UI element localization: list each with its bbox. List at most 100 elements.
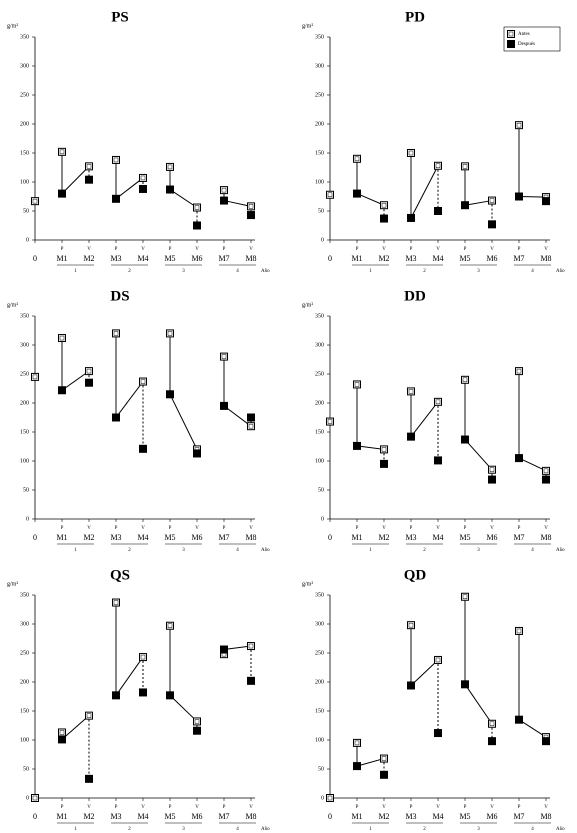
growth-line (169, 189, 198, 208)
season-label: V (436, 526, 440, 531)
antes-marker (461, 162, 469, 171)
y-axis-label: g/m² (302, 302, 313, 308)
antes-marker (247, 422, 255, 431)
y-tick-label: 300 (315, 621, 324, 627)
season-label: V (249, 526, 253, 531)
antes-marker (193, 203, 201, 212)
growth-line (356, 193, 385, 206)
antes-marker-inner (113, 600, 119, 605)
despues-marker (193, 221, 201, 230)
antes-marker-inner (167, 164, 173, 170)
y-tick-label: 250 (315, 371, 324, 377)
despues-marker (112, 194, 120, 203)
group-label: 4 (531, 827, 534, 832)
group-label: 4 (236, 269, 239, 274)
antes-marker (353, 738, 361, 747)
antes-marker-inner (167, 331, 173, 336)
chart-title: PS (111, 9, 129, 25)
antes-marker (461, 375, 469, 384)
antes-marker-inner (59, 149, 65, 155)
y-axis-label: g/m² (302, 23, 313, 29)
x-tick-label: M6 (191, 533, 202, 542)
despues-marker (247, 676, 255, 685)
antes-marker (461, 592, 469, 601)
antes-marker (247, 202, 255, 211)
antes-marker-inner (462, 377, 468, 383)
y-tick-label: 200 (20, 400, 29, 406)
antes-marker-inner (248, 204, 254, 209)
antes-marker (515, 367, 523, 376)
season-label: P (223, 247, 226, 252)
x-tick-label: M2 (83, 533, 94, 542)
season-label: P (518, 247, 521, 252)
despues-marker (58, 189, 66, 198)
y-tick-label: 150 (20, 150, 29, 156)
legend-label: Después (518, 42, 535, 47)
antes-marker-inner (435, 657, 441, 663)
antes-marker (139, 653, 147, 662)
y-tick-label: 350 (315, 313, 324, 319)
despues-marker (112, 691, 120, 700)
antes-marker-inner (32, 374, 38, 380)
y-tick-label: 0 (26, 516, 29, 522)
antes-marker (407, 149, 415, 157)
group-label: 1 (74, 269, 77, 274)
despues-marker (112, 413, 120, 422)
despues-marker (247, 211, 255, 220)
antes-marker-inner (489, 721, 495, 727)
group-label: 2 (128, 548, 131, 553)
antes-marker (85, 367, 93, 376)
season-label: V (249, 805, 253, 810)
despues-marker (434, 729, 442, 738)
y-tick-label: 50 (318, 208, 324, 214)
season-label: V (195, 805, 199, 810)
x-tick-label: 0 (33, 533, 37, 542)
antes-marker-inner (327, 795, 333, 801)
y-tick-label: 350 (20, 313, 29, 319)
x-tick-label: M5 (459, 533, 470, 542)
legend-marker (507, 40, 515, 48)
despues-marker (193, 726, 201, 735)
group-label: 3 (477, 548, 480, 553)
y-tick-label: 300 (20, 63, 29, 69)
despues-marker (380, 770, 388, 779)
y-tick-label: 50 (23, 487, 29, 493)
despues-marker (488, 220, 496, 229)
antes-marker (166, 621, 174, 630)
y-tick-label: 300 (315, 63, 324, 69)
group-label: 1 (369, 548, 372, 553)
antes-marker-inner (59, 335, 65, 341)
legend-marker (507, 30, 515, 38)
despues-marker (515, 715, 523, 724)
season-label: V (195, 247, 199, 252)
y-tick-label: 350 (315, 34, 324, 40)
despues-marker (247, 413, 255, 422)
despues-marker (166, 185, 174, 194)
antes-marker (58, 147, 66, 156)
season-label: V (544, 526, 548, 531)
antes-marker (31, 794, 39, 802)
y-tick-label: 350 (20, 34, 29, 40)
y-tick-label: 250 (20, 371, 29, 377)
antes-marker (407, 387, 415, 396)
group-label: 3 (182, 269, 185, 274)
antes-marker (515, 626, 523, 635)
y-tick-label: 100 (315, 458, 324, 464)
x-tick-label: M3 (405, 533, 416, 542)
season-label: V (544, 247, 548, 252)
x-tick-label: M6 (191, 812, 202, 821)
despues-marker (85, 175, 93, 184)
season-label: P (61, 247, 64, 252)
x-tick-label: M6 (486, 254, 497, 263)
antes-marker-inner (248, 643, 254, 649)
antes-marker (542, 466, 550, 475)
despues-marker (407, 213, 415, 222)
despues-marker (139, 444, 147, 453)
group-label: 4 (236, 827, 239, 832)
antes-marker-inner (435, 163, 441, 169)
x-axis-label: Año (556, 548, 565, 553)
antes-marker-inner (381, 447, 387, 452)
x-tick-label: M1 (56, 533, 67, 542)
growth-line (223, 200, 252, 207)
season-label: P (223, 805, 226, 810)
